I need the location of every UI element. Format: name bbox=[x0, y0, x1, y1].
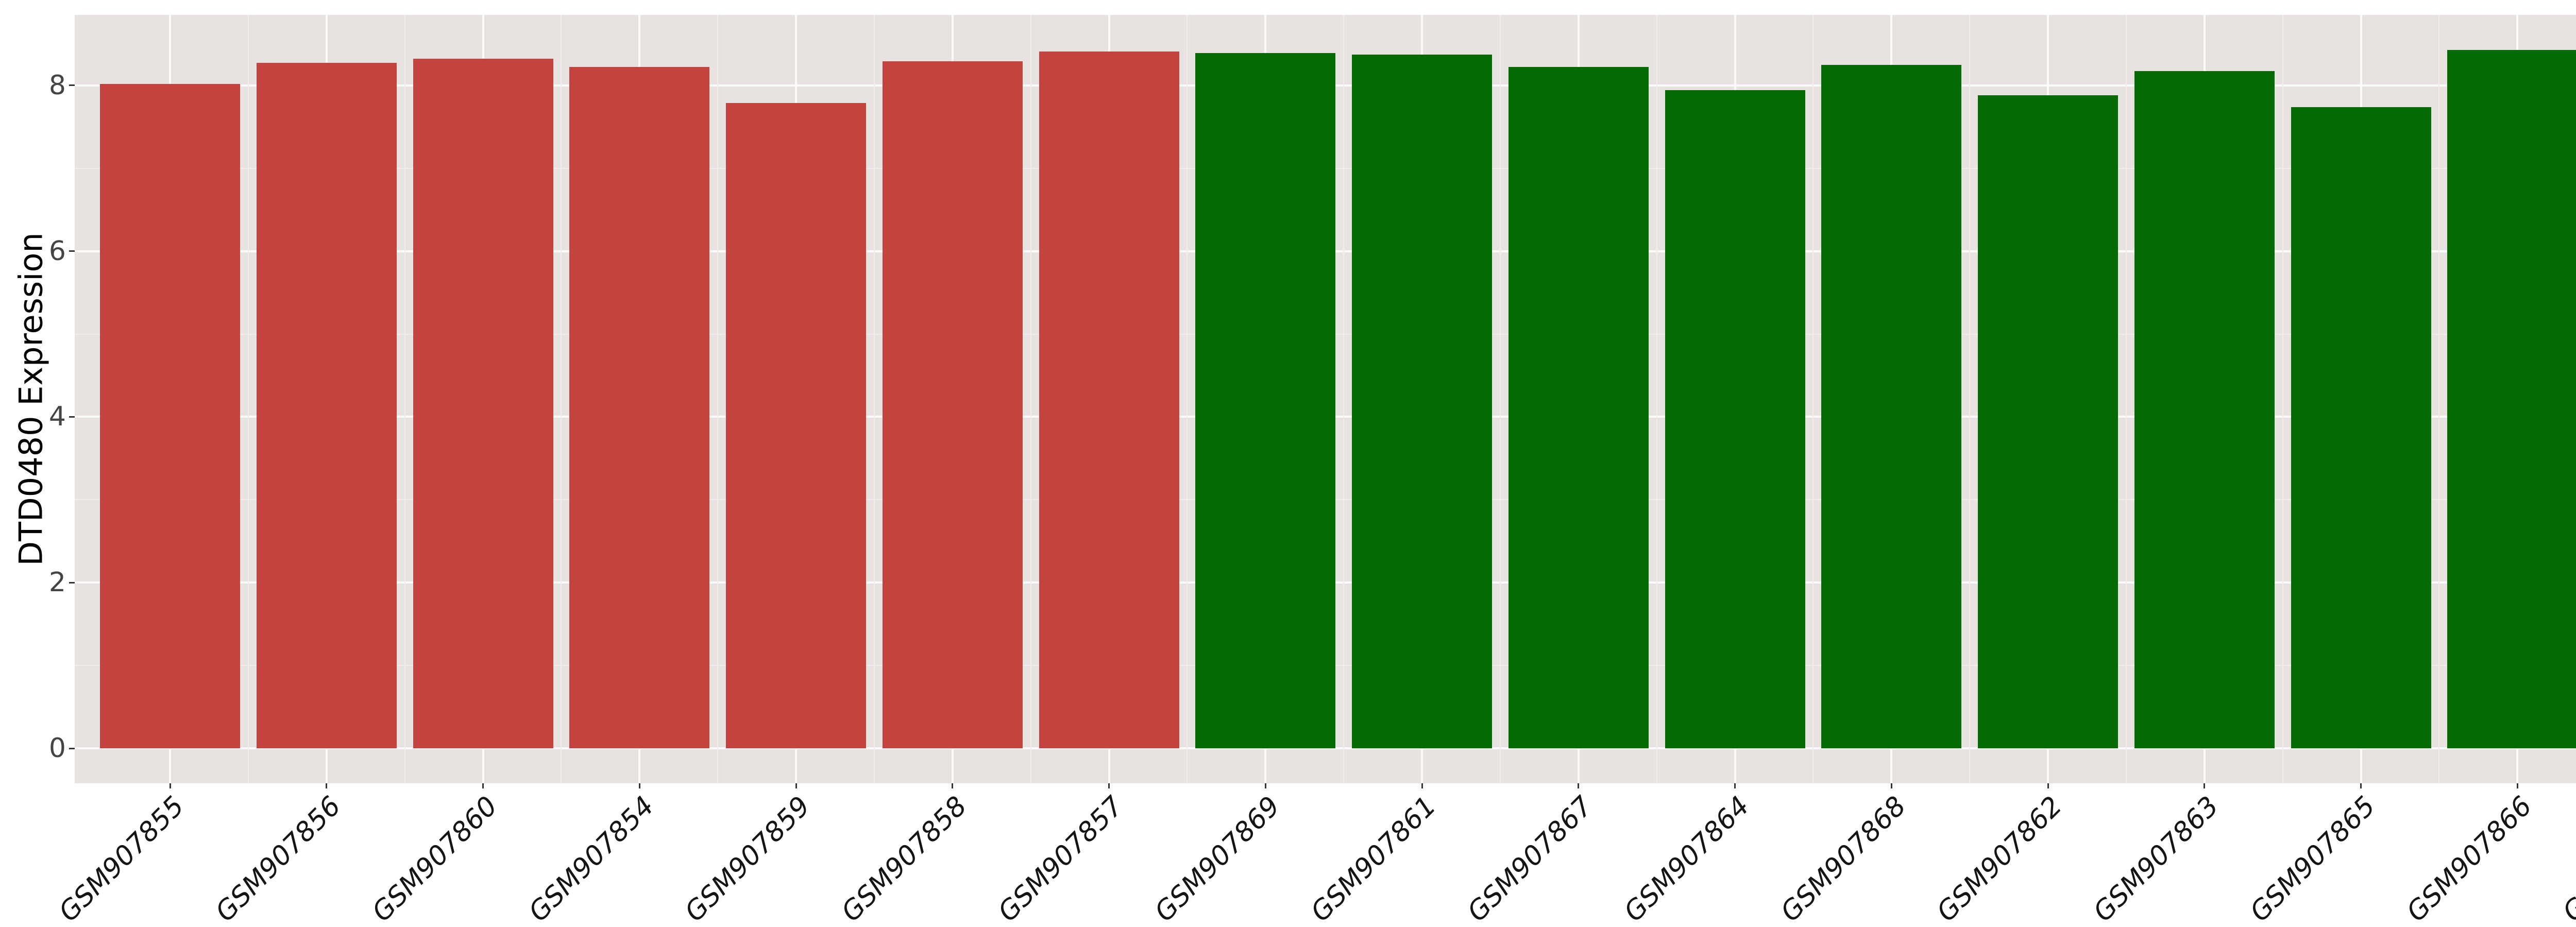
y-tick-label: 0 bbox=[48, 733, 66, 764]
gridline-minor-vertical bbox=[404, 15, 405, 783]
gridline-minor-vertical bbox=[1343, 15, 1345, 783]
bar-GSM907863 bbox=[2134, 71, 2275, 748]
x-tick-mark bbox=[1421, 783, 1423, 788]
x-tick-label: GSM907863 bbox=[2088, 791, 2225, 927]
bar-GSM907859 bbox=[726, 102, 866, 748]
gridline-minor-vertical bbox=[1187, 15, 1188, 783]
y-tick-label: 6 bbox=[48, 235, 66, 267]
x-tick-label: GSM907866 bbox=[2400, 791, 2538, 927]
y-tick-mark bbox=[69, 581, 75, 583]
gridline-minor-vertical bbox=[2125, 15, 2127, 783]
x-tick-mark bbox=[1890, 783, 1892, 788]
gridline-minor-vertical bbox=[1969, 15, 1971, 783]
x-tick-mark bbox=[1734, 783, 1736, 788]
x-tick-label: GSM907858 bbox=[836, 791, 973, 927]
x-tick-mark bbox=[482, 783, 484, 788]
y-tick-mark bbox=[69, 747, 75, 749]
x-tick-label: GSM907862 bbox=[1931, 791, 2069, 927]
x-tick-mark bbox=[2204, 783, 2206, 788]
x-tick-label: GSM907861 bbox=[1305, 791, 1443, 927]
y-tick-label: 8 bbox=[48, 70, 66, 101]
bar-GSM907868 bbox=[1821, 64, 1962, 748]
x-tick-label: GSM907870 bbox=[2557, 791, 2576, 927]
gridline-minor-vertical bbox=[1812, 15, 1814, 783]
bar-GSM907856 bbox=[256, 63, 397, 748]
gridline-minor-vertical bbox=[247, 15, 249, 783]
x-tick-mark bbox=[952, 783, 954, 788]
x-tick-label: GSM907867 bbox=[1462, 791, 1599, 927]
x-tick-mark bbox=[1578, 783, 1580, 788]
x-tick-mark bbox=[2516, 783, 2518, 788]
x-tick-label: GSM907857 bbox=[992, 791, 1130, 927]
gridline-major-horizontal bbox=[75, 747, 2576, 749]
bar-GSM907857 bbox=[1039, 51, 1179, 748]
bar-GSM907860 bbox=[413, 59, 553, 748]
bar-GSM907861 bbox=[1352, 55, 1492, 748]
bar-GSM907866 bbox=[2447, 49, 2576, 748]
bar-GSM907864 bbox=[1665, 90, 1805, 748]
x-tick-label: GSM907869 bbox=[1148, 791, 1286, 927]
x-tick-mark bbox=[1108, 783, 1110, 788]
plot-panel bbox=[75, 15, 2576, 783]
gridline-minor-vertical bbox=[2282, 15, 2283, 783]
bar-GSM907855 bbox=[100, 83, 240, 748]
x-tick-mark bbox=[2047, 783, 2049, 788]
x-tick-label: GSM907860 bbox=[366, 791, 504, 927]
bar-GSM907865 bbox=[2291, 107, 2431, 748]
gridline-minor-vertical bbox=[1656, 15, 1657, 783]
bar-GSM907854 bbox=[569, 67, 710, 748]
x-tick-label: GSM907864 bbox=[1618, 791, 1756, 927]
x-tick-mark bbox=[1264, 783, 1266, 788]
bar-GSM907858 bbox=[882, 61, 1023, 748]
x-tick-mark bbox=[795, 783, 797, 788]
bar-GSM907862 bbox=[1978, 95, 2118, 748]
y-tick-label: 4 bbox=[48, 401, 66, 433]
x-tick-label: GSM907868 bbox=[1774, 791, 1912, 927]
gridline-minor-vertical bbox=[1499, 15, 1501, 783]
x-tick-label: GSM907855 bbox=[53, 791, 191, 927]
y-tick-mark bbox=[69, 84, 75, 87]
x-tick-mark bbox=[2360, 783, 2362, 788]
x-tick-label: GSM907856 bbox=[210, 791, 347, 927]
y-tick-label: 2 bbox=[48, 567, 66, 598]
x-tick-mark bbox=[326, 783, 328, 788]
x-tick-label: GSM907859 bbox=[679, 791, 817, 927]
bar-GSM907867 bbox=[1508, 67, 1649, 748]
y-tick-mark bbox=[69, 416, 75, 418]
bar-GSM907869 bbox=[1195, 53, 1336, 748]
x-tick-label: GSM907854 bbox=[522, 791, 660, 927]
gridline-minor-vertical bbox=[1030, 15, 1031, 783]
y-tick-mark bbox=[69, 250, 75, 252]
gridline-minor-vertical bbox=[561, 15, 562, 783]
x-tick-mark bbox=[169, 783, 171, 788]
x-tick-label: GSM907865 bbox=[2244, 791, 2382, 927]
gridline-minor-vertical bbox=[2438, 15, 2440, 783]
x-tick-mark bbox=[638, 783, 640, 788]
gridline-minor-vertical bbox=[717, 15, 719, 783]
gridline-minor-vertical bbox=[873, 15, 875, 783]
y-axis-title: DTD0480 Expression bbox=[12, 232, 50, 566]
